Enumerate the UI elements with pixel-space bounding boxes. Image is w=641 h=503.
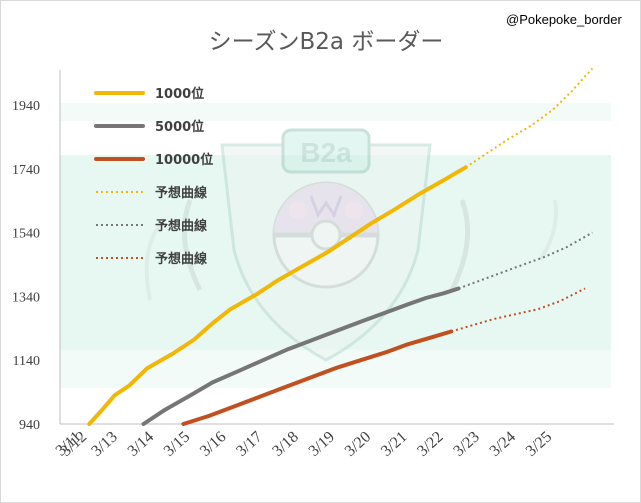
- legend-label: 5000位: [155, 119, 204, 135]
- legend-label: 1000位: [155, 86, 204, 102]
- y-tick-label: 1140: [13, 354, 40, 369]
- legend-label: 予想曲線: [155, 185, 208, 201]
- legend-label: 10000位: [155, 152, 213, 168]
- series-line-0: [87, 165, 468, 426]
- legend-label: 予想曲線: [155, 218, 208, 234]
- series-line-1: [141, 286, 461, 426]
- y-tick-label: 1540: [12, 227, 40, 242]
- credit-label: @Pokepoke_border: [506, 12, 622, 27]
- chart-title: シーズンB2a ボーダー: [209, 29, 444, 55]
- series-line-3: [465, 67, 594, 169]
- y-tick-labels: 940 1140 1340 1540 1740 1940: [12, 99, 40, 433]
- y-tick-label: 940: [19, 418, 40, 433]
- series-lines: [87, 67, 594, 426]
- series-line-4: [458, 231, 593, 290]
- y-tick-label: 1740: [12, 163, 40, 178]
- emblem-label: B2a: [300, 137, 352, 168]
- background-band-top: [60, 103, 611, 121]
- series-line-2: [181, 329, 454, 426]
- legend-label: 予想曲線: [155, 251, 208, 267]
- y-tick-label: 1340: [12, 290, 40, 305]
- y-tick-label: 1940: [12, 99, 40, 114]
- background-layer: B2a: [60, 103, 611, 388]
